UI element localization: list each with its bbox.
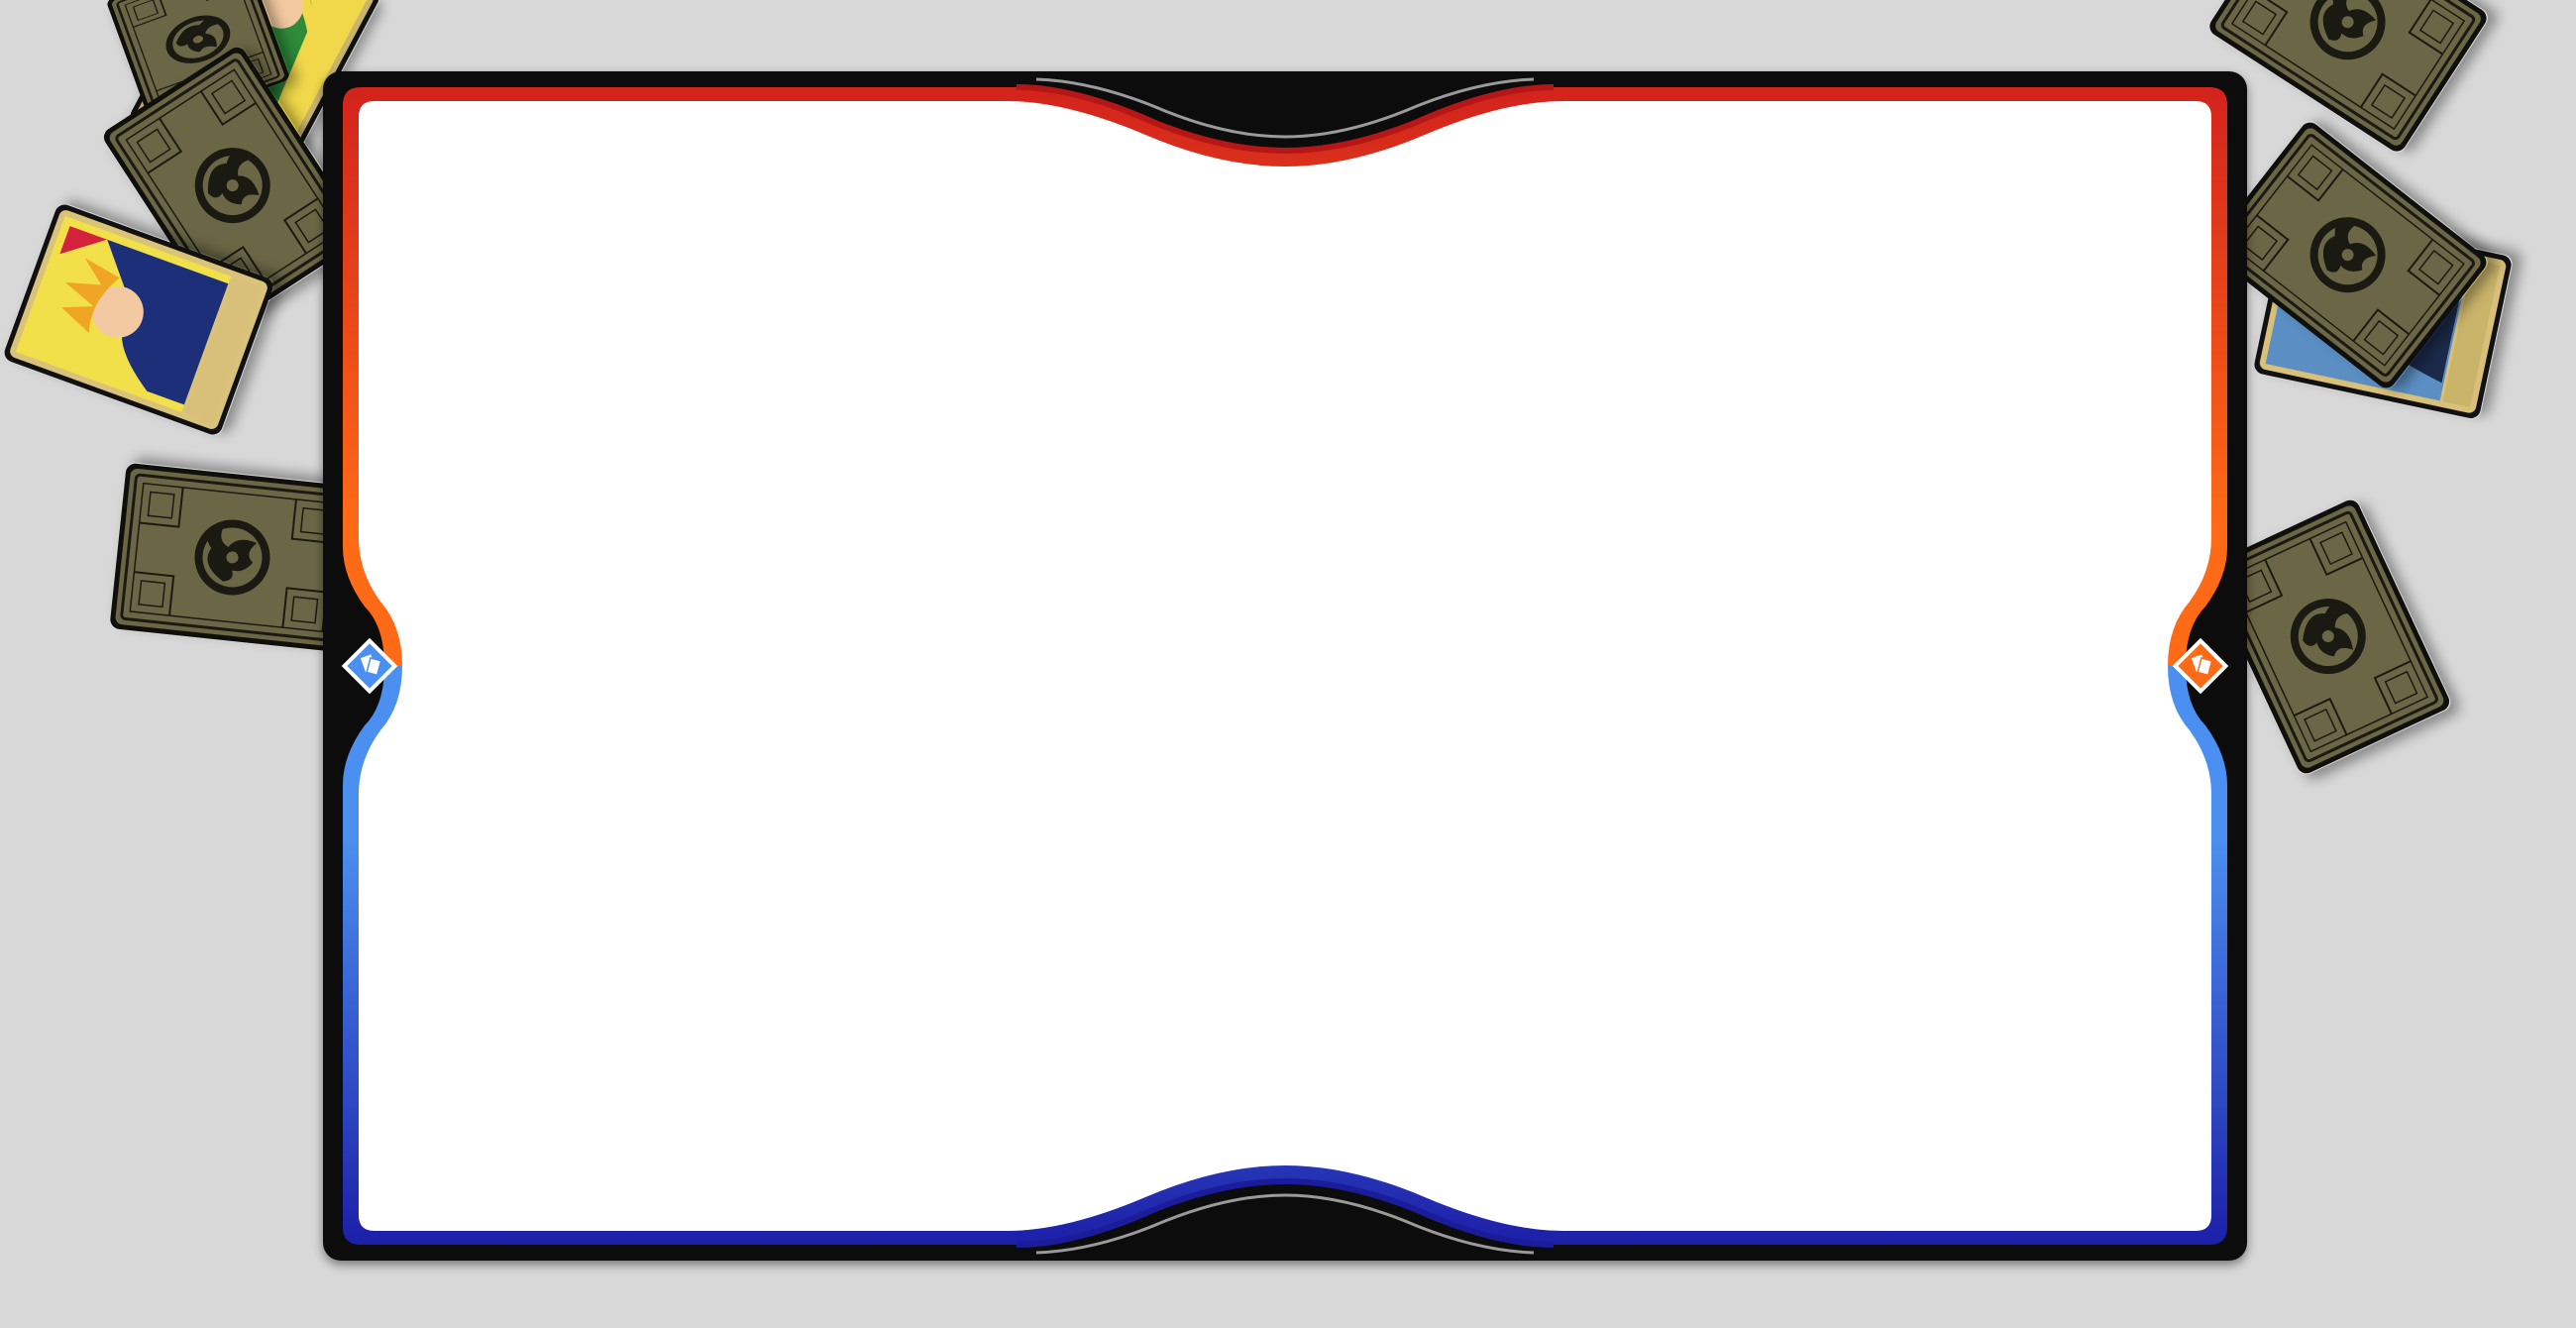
cards-icon[interactable] xyxy=(2172,637,2229,695)
playmat-surface xyxy=(359,101,2211,1231)
playmat-frame xyxy=(323,71,2247,1261)
dragon-emblem-icon xyxy=(2204,0,2492,157)
dragon-emblem-icon xyxy=(108,462,357,654)
card-face-down[interactable] xyxy=(2204,0,2492,157)
card-face-up-blonde[interactable] xyxy=(1,200,277,438)
blonde-fighter-art xyxy=(4,204,273,435)
cards-icon[interactable] xyxy=(341,637,398,695)
card-face-down[interactable] xyxy=(108,462,357,654)
playmat[interactable] xyxy=(323,71,2247,1261)
